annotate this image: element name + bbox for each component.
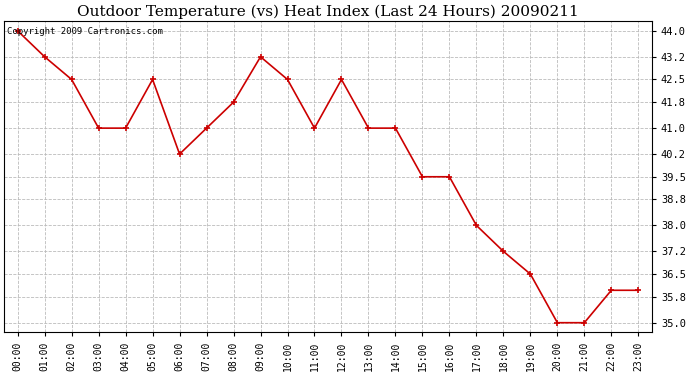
Title: Outdoor Temperature (vs) Heat Index (Last 24 Hours) 20090211: Outdoor Temperature (vs) Heat Index (Las… <box>77 4 579 18</box>
Text: Copyright 2009 Cartronics.com: Copyright 2009 Cartronics.com <box>8 27 164 36</box>
